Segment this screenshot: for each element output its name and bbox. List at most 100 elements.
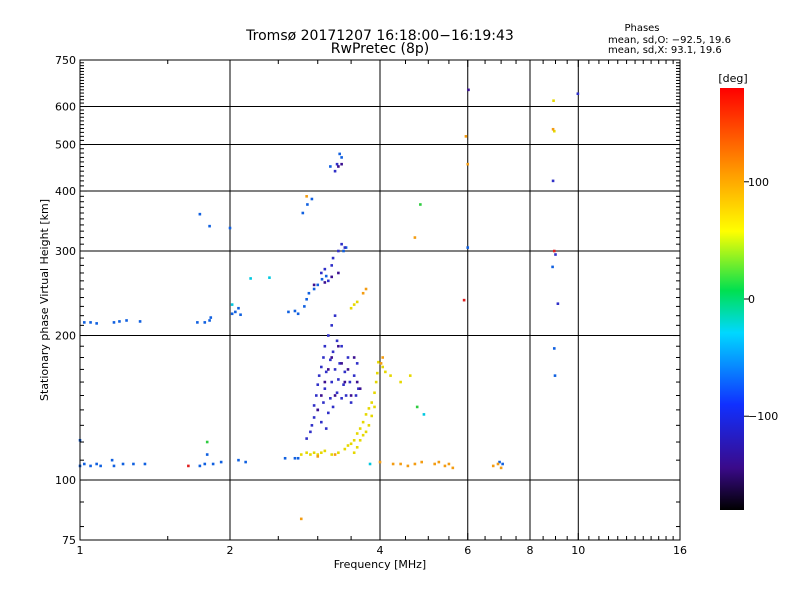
data-point	[305, 451, 308, 455]
data-point	[303, 305, 306, 308]
data-point	[373, 405, 376, 409]
y-tick-label: 75	[62, 534, 76, 547]
data-point	[370, 401, 374, 404]
data-point	[323, 387, 327, 390]
data-point	[381, 356, 384, 359]
data-point	[330, 264, 334, 267]
data-point	[333, 314, 337, 317]
data-point	[408, 374, 412, 377]
data-point	[205, 440, 209, 444]
data-point	[316, 408, 320, 412]
data-point	[268, 276, 271, 279]
data-point	[343, 447, 347, 451]
data-point	[422, 413, 426, 416]
data-point	[316, 453, 320, 456]
data-point	[413, 236, 417, 239]
data-point	[211, 462, 215, 466]
data-point	[322, 401, 325, 404]
data-point	[352, 356, 356, 359]
data-point	[309, 430, 312, 434]
data-point	[327, 368, 330, 371]
data-point	[551, 265, 554, 269]
data-point	[324, 370, 328, 374]
data-point	[338, 152, 341, 156]
data-point	[305, 297, 308, 301]
data-point	[399, 462, 402, 466]
data-point	[293, 456, 297, 460]
data-point	[310, 424, 314, 427]
data-point	[333, 368, 337, 371]
data-point	[110, 458, 114, 462]
chart-subtitle: RwPretec (8p)	[331, 41, 429, 57]
data-point	[355, 362, 359, 365]
data-point	[327, 279, 330, 283]
data-point	[337, 271, 340, 275]
data-point	[406, 464, 410, 468]
data-point	[312, 416, 316, 419]
data-point	[320, 271, 323, 275]
data-point	[95, 462, 98, 466]
data-point	[230, 303, 234, 306]
data-point	[367, 407, 371, 410]
data-point	[203, 321, 207, 324]
data-point	[358, 387, 362, 390]
data-point	[467, 88, 470, 92]
data-point	[320, 394, 323, 397]
data-point	[331, 350, 335, 354]
data-point	[447, 462, 451, 466]
data-point	[230, 312, 234, 316]
data-point	[333, 453, 337, 456]
data-point	[346, 444, 350, 447]
data-point	[287, 310, 290, 314]
data-point	[384, 370, 387, 374]
data-point	[415, 405, 419, 409]
data-point	[361, 420, 365, 424]
data-point	[333, 394, 337, 397]
data-point	[329, 397, 332, 400]
y-tick-label: 300	[55, 245, 76, 258]
data-point	[552, 347, 556, 350]
data-point	[331, 405, 335, 409]
data-point	[554, 253, 557, 256]
data-point	[364, 287, 368, 291]
data-point	[112, 321, 116, 324]
data-point	[496, 462, 500, 466]
data-point	[333, 169, 337, 173]
colorbar	[720, 88, 744, 510]
data-point	[466, 246, 470, 249]
data-point	[491, 464, 495, 468]
x-tick-label: 4	[377, 544, 384, 557]
data-point	[249, 277, 252, 280]
data-point	[112, 464, 116, 468]
data-point	[82, 462, 86, 466]
data-point	[314, 394, 318, 397]
data-point	[343, 380, 347, 384]
data-point	[346, 368, 350, 371]
data-point	[330, 380, 334, 384]
data-point	[338, 362, 341, 365]
data-point	[335, 162, 339, 166]
data-point	[337, 378, 340, 381]
data-point	[358, 438, 362, 442]
data-point	[316, 455, 320, 458]
data-point	[337, 165, 340, 168]
data-point	[413, 462, 417, 466]
data-point	[364, 413, 368, 416]
data-point	[361, 291, 365, 295]
data-point	[320, 451, 323, 455]
data-point	[309, 453, 312, 456]
y-tick-label: 400	[55, 185, 76, 198]
data-point	[293, 309, 297, 313]
y-tick-label: 600	[55, 101, 76, 114]
data-point	[306, 203, 309, 206]
data-point	[552, 99, 555, 102]
data-point	[340, 156, 343, 159]
data-point	[310, 197, 314, 201]
data-point	[337, 451, 340, 455]
data-point	[330, 453, 334, 456]
x-tick-label: 8	[527, 544, 534, 557]
data-point	[203, 462, 207, 466]
data-point	[399, 380, 402, 384]
data-point	[367, 424, 371, 427]
